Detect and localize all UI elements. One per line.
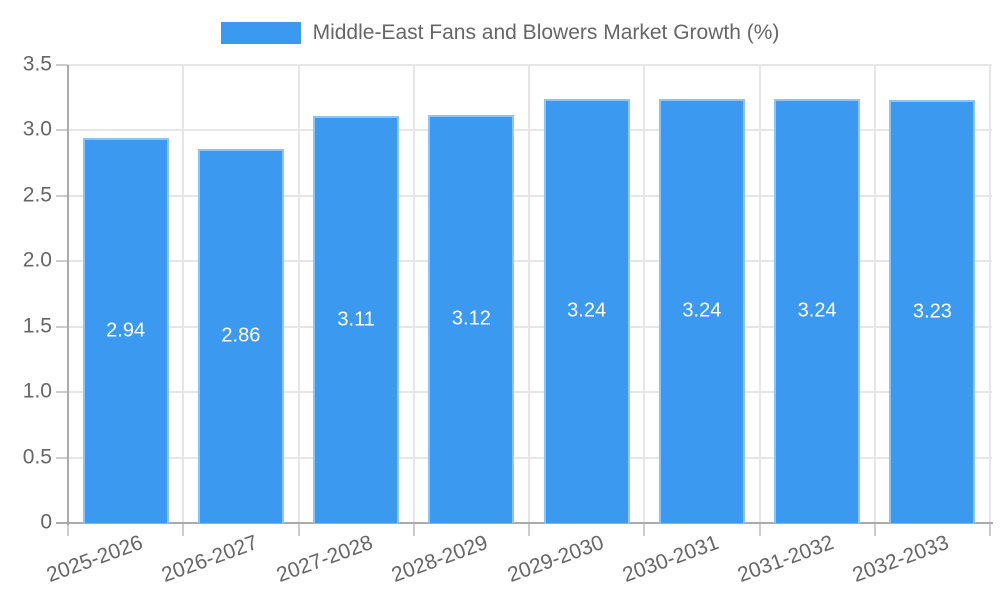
v-gridline [758,65,761,523]
bar-value-label: 3.24 [567,299,607,322]
bar [428,114,515,523]
legend-label: Middle-East Fans and Blowers Market Grow… [312,21,780,44]
x-tick [297,524,300,536]
x-tick [989,524,991,536]
h-gridline [56,129,992,132]
bar [197,148,284,523]
y-tick-label: 1.0 [22,379,52,403]
bar-value-label: 3.24 [682,299,722,322]
v-gridline [182,65,185,523]
x-tick [643,524,646,536]
y-tick-label: 2.5 [22,183,52,207]
y-tick [56,260,68,263]
bar-value-label: 2.94 [106,319,146,342]
x-tick [873,524,876,536]
bar [313,116,400,523]
x-tick [412,524,415,536]
y-tick [56,194,68,197]
y-tick-label: 3.0 [22,117,52,141]
y-tick [56,64,68,66]
x-tick [758,524,761,536]
bar-value-label: 3.24 [797,299,837,322]
bar-value-label: 3.12 [451,307,491,330]
y-tick [56,129,68,132]
x-tick [528,524,530,536]
h-gridline [56,260,992,263]
x-tick [67,524,69,536]
bar [658,99,745,523]
v-gridline [643,65,646,523]
h-gridline [56,391,992,394]
y-tick [56,391,68,394]
bar [82,138,169,523]
v-gridline [297,65,300,523]
bar [543,99,630,523]
legend[interactable]: Middle-East Fans and Blowers Market Grow… [0,16,1000,50]
y-tick [56,456,68,459]
y-tick-label: 0 [40,510,52,534]
h-gridline [56,456,992,459]
h-gridline [56,325,992,328]
x-axis-line [56,522,993,524]
bar-value-label: 2.86 [221,324,261,347]
bar-value-label: 3.23 [912,300,952,323]
v-gridline [989,65,991,523]
y-tick-label: 1.5 [22,314,52,338]
v-gridline [873,65,876,523]
v-gridline [528,65,530,523]
y-tick-label: 3.5 [22,52,52,76]
x-tick [182,524,185,536]
legend-swatch-icon [220,22,301,44]
y-tick-label: 0.5 [22,445,52,469]
y-tick [56,325,68,328]
y-axis-line [67,65,69,525]
h-gridline [56,64,992,66]
h-gridline [56,194,992,197]
v-gridline [412,65,415,523]
bar [774,99,861,523]
bar [889,100,976,523]
bar-value-label: 3.11 [337,308,375,331]
y-tick-label: 2.0 [22,248,52,272]
